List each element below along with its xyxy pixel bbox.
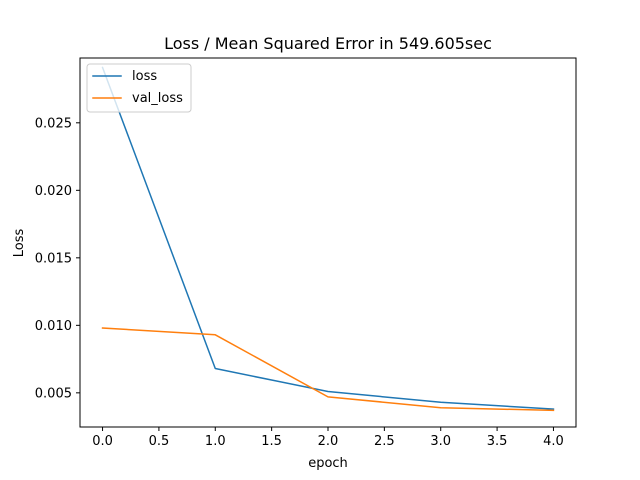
y-tick-label: 0.015 — [35, 251, 72, 266]
x-tick-label: 1.0 — [205, 434, 226, 449]
x-tick-label: 0.0 — [92, 434, 113, 449]
plot-area — [80, 58, 576, 427]
x-tick-label: 2.5 — [374, 434, 395, 449]
legend: loss val_loss — [86, 63, 192, 113]
y-tick-label: 0.020 — [35, 184, 72, 199]
x-tick-label: 4.0 — [543, 434, 564, 449]
legend-label-val-loss: val_loss — [132, 91, 183, 106]
x-axis-label: epoch — [308, 456, 348, 471]
x-axis-ticks: 0.0 0.5 1.0 1.5 2.0 2.5 3.0 3.5 4.0 — [92, 427, 564, 449]
x-tick-label: 2.0 — [318, 434, 339, 449]
series-layer — [101, 66, 555, 412]
y-tick-label: 0.025 — [35, 116, 72, 131]
y-tick-label: 0.010 — [35, 319, 72, 334]
x-tick-label: 1.5 — [261, 434, 282, 449]
x-tick-label: 3.0 — [430, 434, 451, 449]
legend-label-loss: loss — [132, 69, 157, 84]
chart-title: Loss / Mean Squared Error in 549.605sec — [164, 34, 492, 53]
x-tick-label: 3.5 — [487, 434, 508, 449]
plot-frame — [79, 57, 577, 428]
y-tick-label: 0.005 — [35, 386, 72, 401]
x-tick-label: 0.5 — [149, 434, 170, 449]
y-axis-label: Loss — [12, 229, 27, 258]
y-axis-ticks: 0.005 0.010 0.015 0.020 0.025 — [35, 116, 80, 401]
